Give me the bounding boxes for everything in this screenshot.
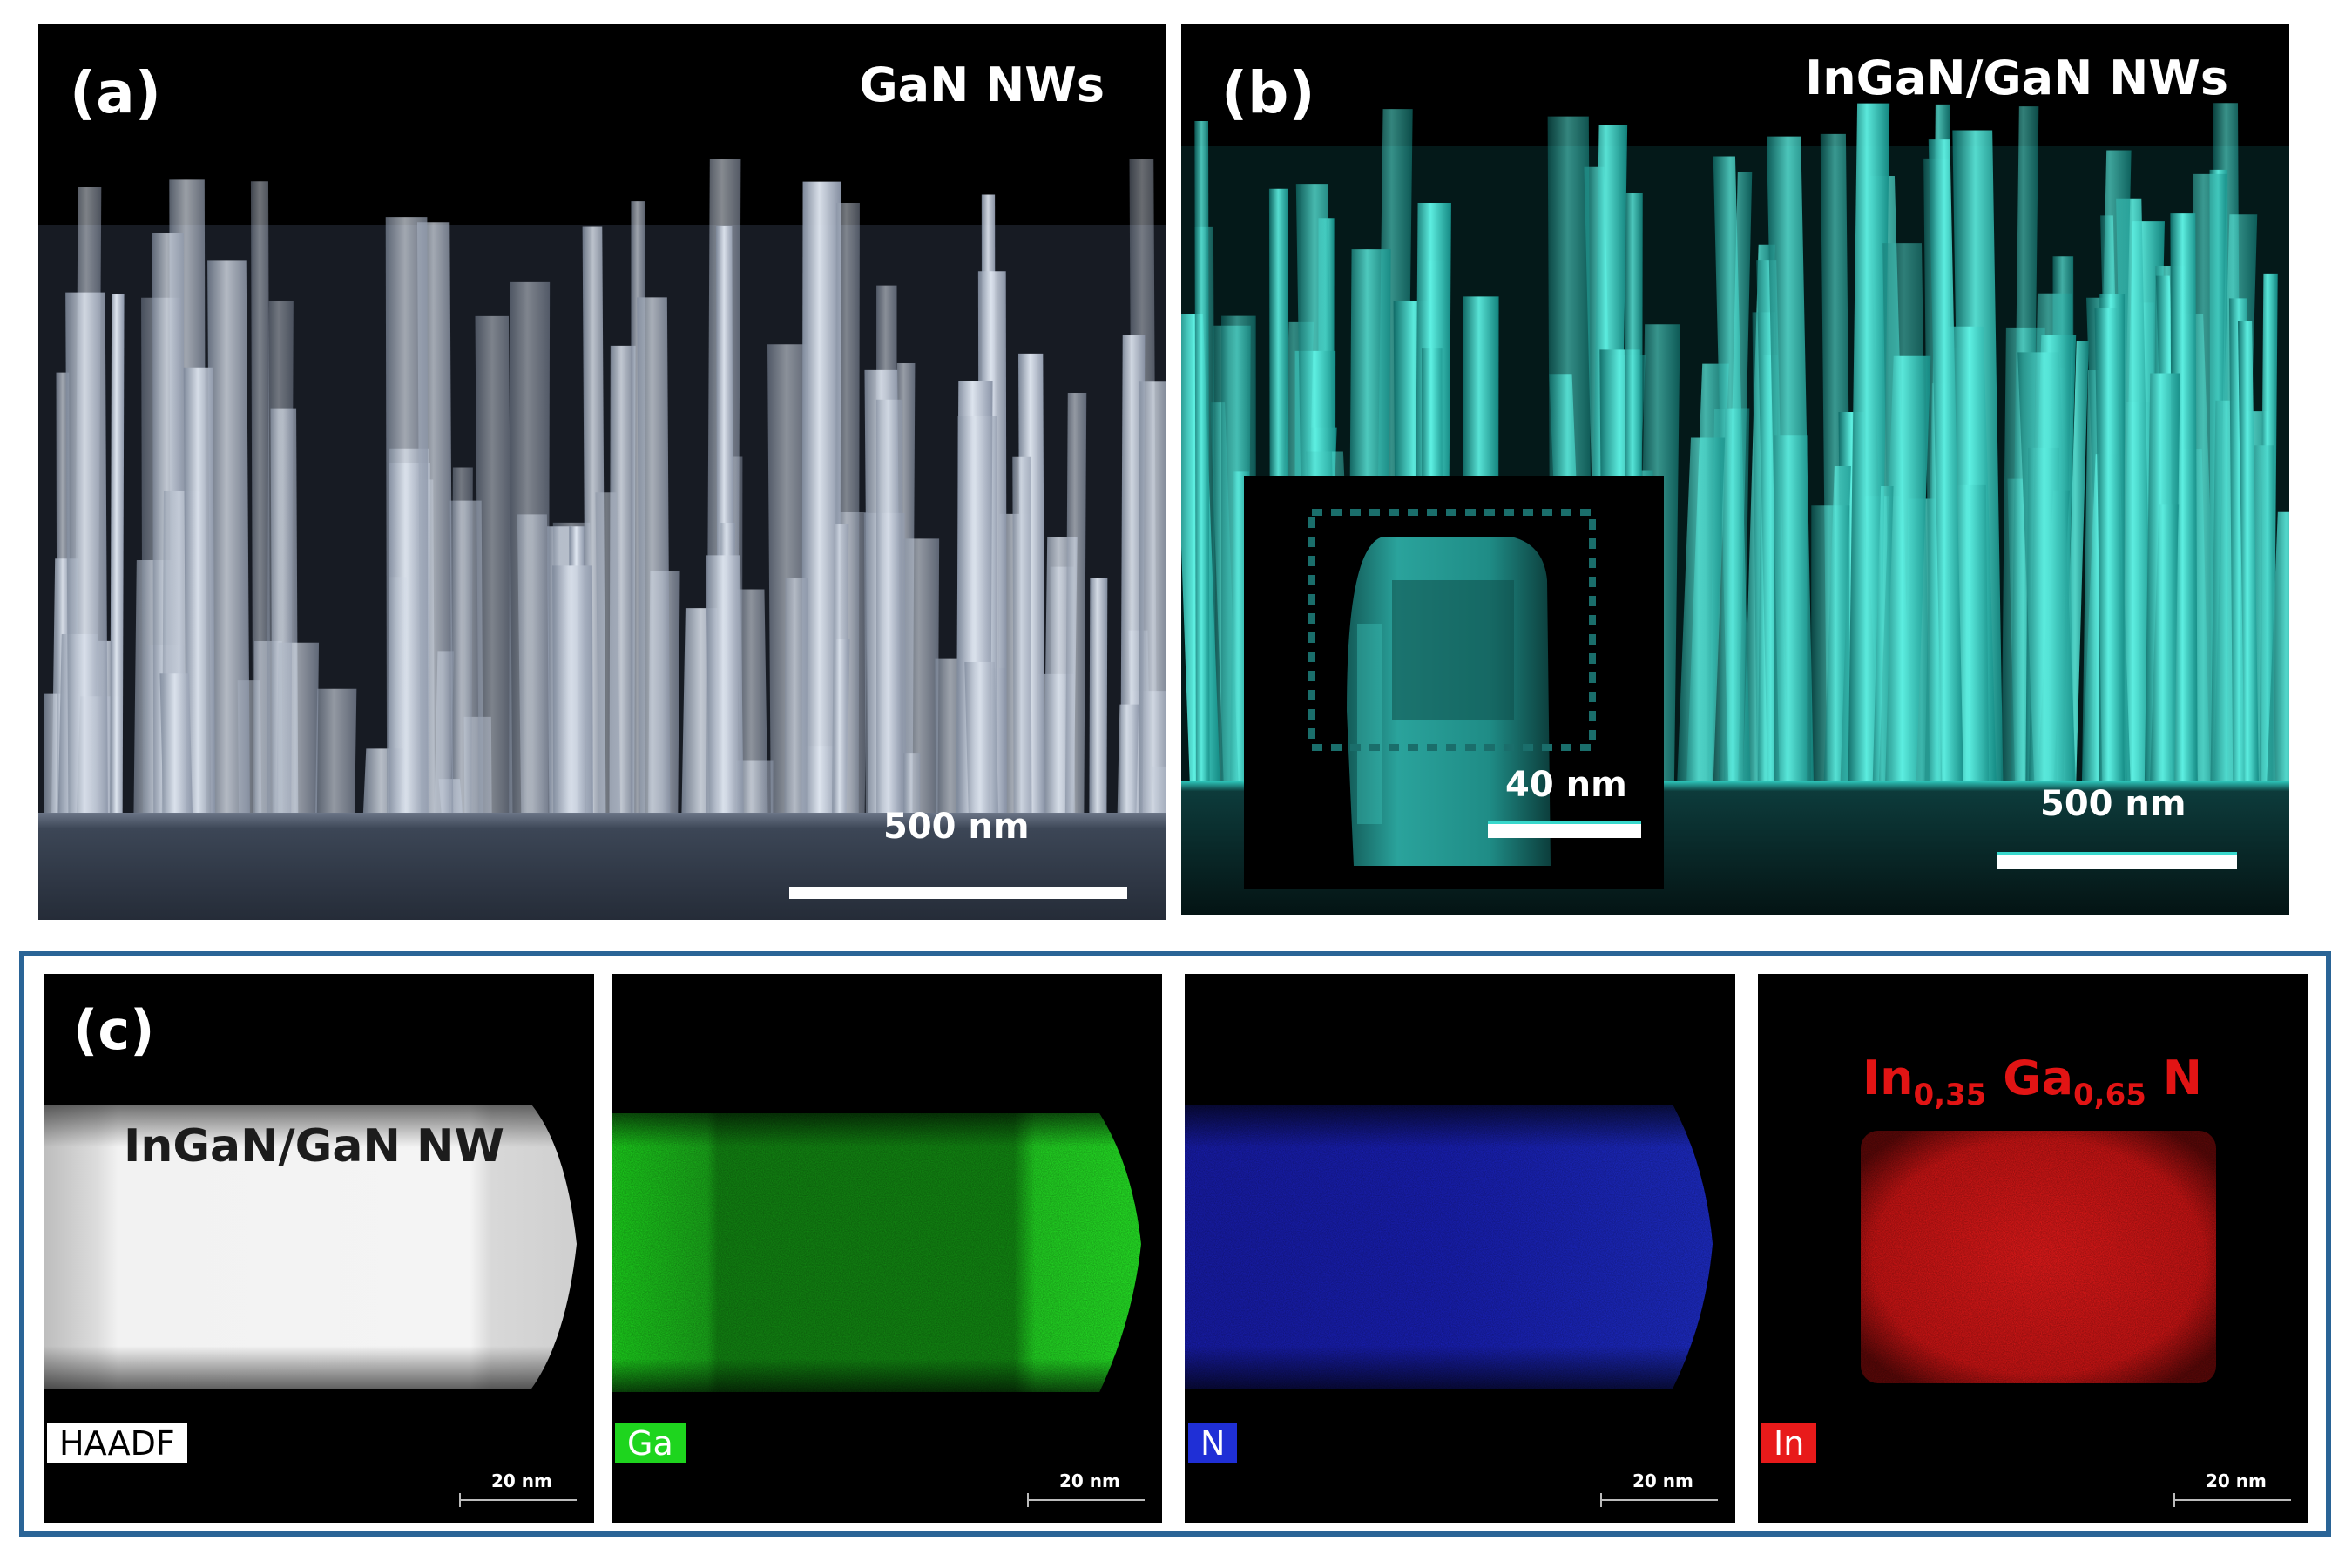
map-tag: HAADF xyxy=(47,1423,187,1463)
ga-map: Ga 20 nm xyxy=(612,974,1162,1523)
inset-scale-bar-label: 40 nm xyxy=(1505,765,1627,805)
composition-ga: Ga xyxy=(2003,1051,2074,1105)
nanowire xyxy=(110,294,125,826)
nanowire-array xyxy=(44,159,1166,827)
composition-in: In xyxy=(1862,1051,1914,1105)
nanowire xyxy=(2170,213,2198,791)
nanowire xyxy=(801,181,841,826)
nanowire xyxy=(1766,136,1815,792)
nanowire xyxy=(2094,308,2126,791)
nanowire xyxy=(784,578,808,826)
nanowire xyxy=(385,217,429,827)
nanowire xyxy=(2237,321,2260,791)
nanowire xyxy=(1120,335,1146,826)
nanowire xyxy=(183,367,216,826)
in-map: In0,35 Ga0,65 N In 20 nm xyxy=(1758,974,2308,1523)
nanowire xyxy=(267,301,294,826)
nanowire xyxy=(2253,445,2274,791)
nanowire-tip-image xyxy=(1308,509,1641,866)
panel-c-frame: (c) InGaN/GaN NW HAADF 20 nm xyxy=(19,951,2331,1537)
map-tag: Ga xyxy=(615,1423,686,1463)
nanowire xyxy=(2017,352,2077,791)
nanowire xyxy=(1676,437,1726,791)
nanowire xyxy=(1012,456,1032,826)
nanowire-caption: InGaN/GaN NW xyxy=(124,1120,504,1173)
nanowire xyxy=(964,661,999,826)
nanowire xyxy=(1872,485,1894,791)
nanowire xyxy=(475,315,513,827)
nanowire xyxy=(1194,121,1210,792)
nanowire xyxy=(903,753,921,826)
panel-letter: (c) xyxy=(73,998,155,1062)
nanowire xyxy=(706,555,744,826)
nanowire xyxy=(65,292,108,826)
scale-bar xyxy=(789,887,1127,899)
nanowire xyxy=(1823,466,1851,791)
nanowire xyxy=(1139,381,1166,826)
map-scale-label: 20 nm xyxy=(1059,1470,1120,1491)
nanowire xyxy=(451,467,473,826)
map-tag: In xyxy=(1761,1423,1817,1463)
nanowire xyxy=(1878,355,1931,791)
scale-bar-label: 500 nm xyxy=(2040,784,2186,824)
scale-bar xyxy=(1997,855,2237,869)
composition-n: N xyxy=(2162,1051,2202,1105)
nanowire xyxy=(1089,578,1108,826)
nanowire xyxy=(736,589,768,826)
tem-inset: 40 nm xyxy=(1244,476,1664,889)
n-map: N 20 nm xyxy=(1185,974,1735,1523)
inset-scale-bar xyxy=(1488,824,1641,838)
scale-bar-label: 500 nm xyxy=(883,807,1030,847)
nanowire xyxy=(509,281,551,826)
substrate xyxy=(38,813,1166,920)
map-scale-label: 20 nm xyxy=(491,1470,552,1491)
composition-ga-sub: 0,65 xyxy=(2073,1077,2146,1112)
composition-label: In0,35 Ga0,65 N xyxy=(1862,1051,2202,1112)
haadf-map: (c) InGaN/GaN NW HAADF 20 nm xyxy=(44,974,594,1523)
nanowire xyxy=(1928,139,1964,792)
nanowire xyxy=(831,524,849,826)
panel-letter: (a) xyxy=(70,59,161,126)
panel-title: InGaN/GaN NWs xyxy=(1805,51,2228,105)
map-tag: N xyxy=(1188,1423,1238,1463)
nanowire xyxy=(1718,408,1750,791)
nanowire xyxy=(875,399,903,826)
map-scale-label: 20 nm xyxy=(1632,1470,1693,1491)
nanowire xyxy=(637,297,671,826)
gan-nanowires-image xyxy=(38,24,1166,920)
nanowire xyxy=(552,565,593,826)
composition-in-sub: 0,35 xyxy=(1913,1077,1987,1112)
nanowire xyxy=(314,688,357,826)
nanowire xyxy=(250,181,271,826)
nanowire xyxy=(2149,504,2180,791)
nanowire xyxy=(1064,393,1087,826)
nanowire xyxy=(207,260,251,826)
nanowire xyxy=(1117,704,1139,826)
panel-title: GaN NWs xyxy=(859,57,1105,112)
panel-letter: (b) xyxy=(1221,59,1315,126)
panel-a-sem-image: (a) GaN NWs 500 nm xyxy=(38,24,1166,920)
panel-b-sem-image: (b) InGaN/GaN NWs 500 nm 40 nm xyxy=(1181,24,2289,915)
map-scale-label: 20 nm xyxy=(2206,1470,2267,1491)
nanowire xyxy=(159,673,193,826)
nanowire xyxy=(595,492,621,826)
